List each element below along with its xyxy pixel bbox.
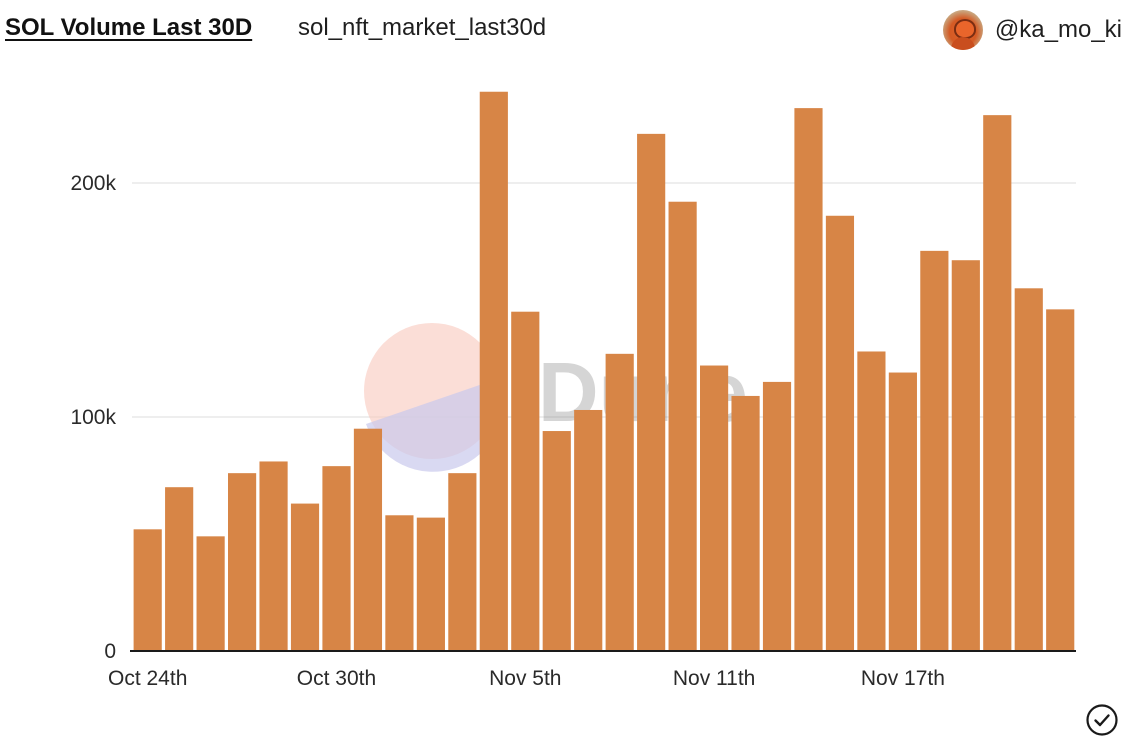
bar[interactable] xyxy=(290,503,320,651)
bar[interactable] xyxy=(542,431,571,651)
x-tick-label: Nov 11th xyxy=(673,667,756,690)
bar[interactable] xyxy=(574,409,603,651)
bar[interactable] xyxy=(385,515,414,651)
y-axis-labels: 0 100k 200k xyxy=(70,172,116,663)
bar[interactable] xyxy=(605,353,634,651)
bar[interactable] xyxy=(1014,288,1043,651)
bar[interactable] xyxy=(259,461,288,651)
chart-header: SOL Volume Last 30D sol_nft_market_last3… xyxy=(0,0,1132,62)
bar[interactable] xyxy=(511,311,540,651)
grid-lines xyxy=(132,182,1076,418)
bar[interactable] xyxy=(133,529,162,651)
author-name: @ka_mo_ki xyxy=(994,16,1122,43)
bar[interactable] xyxy=(196,536,225,651)
x-axis-labels: Oct 24th Oct 30th Nov 5th Nov 11th Nov 17th xyxy=(108,667,945,690)
bar[interactable] xyxy=(920,250,949,652)
author-link[interactable]: @ka_mo_ki xyxy=(942,8,1122,52)
bar[interactable] xyxy=(479,91,508,652)
y-tick-label: 200k xyxy=(70,172,116,195)
watermark-circle-lower xyxy=(366,378,504,472)
bar[interactable] xyxy=(983,115,1012,651)
bar[interactable] xyxy=(165,487,194,651)
bar[interactable] xyxy=(762,381,792,651)
x-tick-label: Nov 5th xyxy=(489,667,561,690)
y-tick-label: 100k xyxy=(70,406,116,429)
bar[interactable] xyxy=(353,428,383,651)
query-name: sol_nft_market_last30d xyxy=(298,14,547,41)
bar[interactable] xyxy=(951,260,980,651)
bar[interactable] xyxy=(228,473,257,651)
y-tick-label: 0 xyxy=(104,640,116,663)
check-circle-icon[interactable] xyxy=(1086,704,1118,736)
bar[interactable] xyxy=(825,215,855,651)
bar[interactable] xyxy=(448,473,477,651)
bar[interactable] xyxy=(888,372,917,651)
bar[interactable] xyxy=(794,108,823,652)
x-tick-label: Nov 17th xyxy=(861,667,945,690)
avatar xyxy=(942,10,983,50)
x-tick-label: Oct 24th xyxy=(108,667,187,690)
bar[interactable] xyxy=(668,201,697,651)
bar[interactable] xyxy=(416,517,445,651)
chart-title-link[interactable]: SOL Volume Last 30D xyxy=(5,14,253,41)
bar[interactable] xyxy=(731,395,760,651)
bar[interactable] xyxy=(857,351,886,651)
bar[interactable] xyxy=(637,133,666,652)
x-tick-label: Oct 30th xyxy=(297,667,376,690)
bars xyxy=(133,91,1075,652)
bar[interactable] xyxy=(1046,309,1075,651)
bar[interactable] xyxy=(700,365,729,651)
bar[interactable] xyxy=(322,466,351,651)
